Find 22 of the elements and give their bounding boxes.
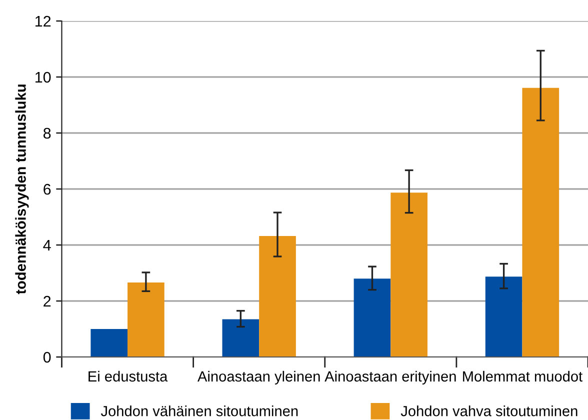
y-tick-label: 10 <box>35 72 51 83</box>
y-tick-label: 6 <box>44 184 51 195</box>
bar <box>354 278 391 357</box>
y-tick-label: 2 <box>44 296 51 307</box>
y-tick-label: 4 <box>43 240 51 251</box>
x-tick-label: Molemmat muodot <box>463 370 582 382</box>
bar <box>485 276 522 357</box>
x-tick-label: Ei edustusta <box>88 370 168 382</box>
y-axis-title: todennäköisyyden tunnusluku <box>15 84 29 294</box>
legend-label: Johdon vahva sitoutuminen <box>400 406 578 416</box>
y-tick-label: 0 <box>43 352 51 363</box>
x-tick-label: Ainoastaan erityinen <box>324 370 456 384</box>
y-tick-label: 8 <box>43 128 51 139</box>
bar <box>259 236 296 357</box>
bar <box>90 329 128 357</box>
legend-label: Johdon vähäinen sitoutuminen <box>100 406 298 416</box>
x-tick-label: Ainoastaan yleinen <box>198 370 320 384</box>
y-tick-label: 12 <box>35 16 51 27</box>
bar <box>222 319 260 357</box>
bar <box>128 282 164 357</box>
bar <box>390 192 428 357</box>
bar <box>522 88 560 357</box>
